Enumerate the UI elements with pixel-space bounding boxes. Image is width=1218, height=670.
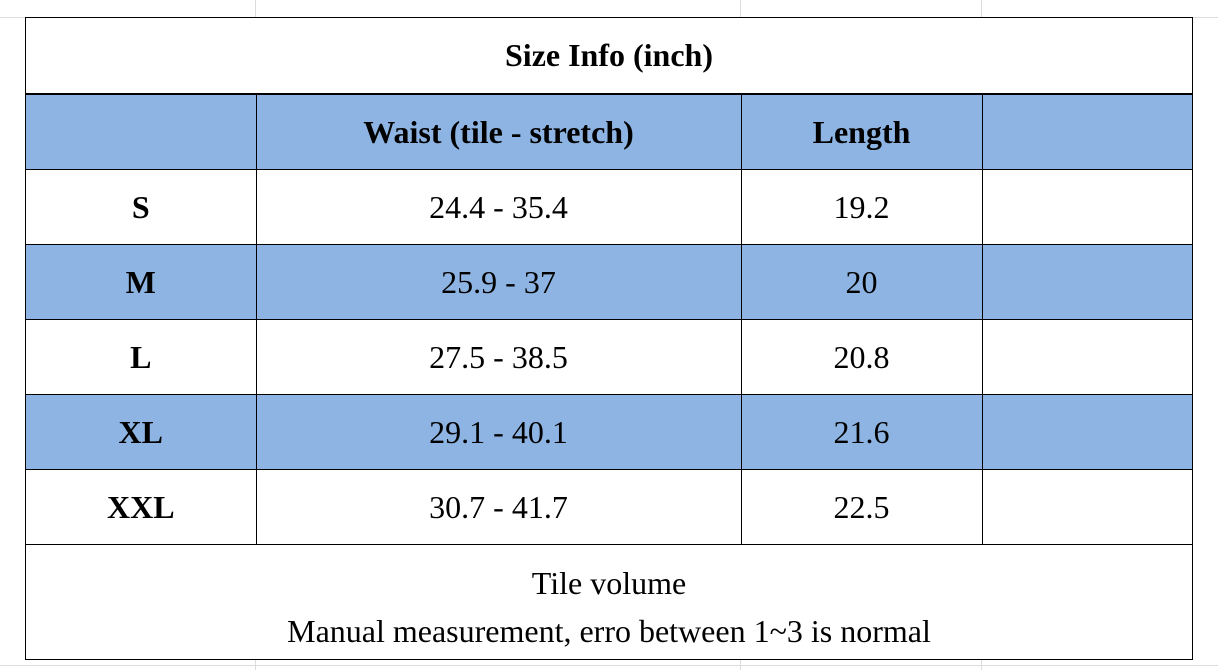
extra-cell	[981, 169, 1192, 245]
length-cell: 22.5	[740, 469, 983, 545]
chart-title: Size Info (inch)	[26, 18, 1192, 94]
size-cell: XXL	[26, 469, 257, 545]
waist-cell: 25.9 - 37	[255, 244, 742, 320]
table-row: S 24.4 - 35.4 19.2	[26, 169, 1192, 245]
header-cell	[26, 94, 257, 170]
extra-cell	[981, 469, 1192, 545]
size-cell: L	[26, 319, 257, 395]
sheet-gridline	[0, 665, 1218, 666]
footer-line-tile-volume: Tile volume	[531, 565, 687, 601]
footer-line-measurement-note: Manual measurement, erro between 1~3 is …	[287, 613, 931, 649]
extra-cell	[981, 394, 1192, 470]
size-chart: Size Info (inch) Waist (tile - stretch) …	[25, 17, 1193, 660]
header-cell-length: Length	[740, 94, 983, 170]
size-cell: S	[26, 169, 257, 245]
waist-cell: 27.5 - 38.5	[255, 319, 742, 395]
length-cell: 21.6	[740, 394, 983, 470]
size-table: Waist (tile - stretch) Length S 24.4 - 3…	[26, 94, 1192, 545]
table-row: XL 29.1 - 40.1 21.6	[26, 394, 1192, 470]
header-cell-waist: Waist (tile - stretch)	[255, 94, 742, 170]
waist-cell: 29.1 - 40.1	[255, 394, 742, 470]
table-header-row: Waist (tile - stretch) Length	[26, 94, 1192, 170]
length-cell: 20	[740, 244, 983, 320]
extra-cell	[981, 319, 1192, 395]
size-cell: M	[26, 244, 257, 320]
footer-note: Tile volume Manual measurement, erro bet…	[26, 551, 1192, 659]
length-cell: 20.8	[740, 319, 983, 395]
waist-cell: 24.4 - 35.4	[255, 169, 742, 245]
table-row: XXL 30.7 - 41.7 22.5	[26, 469, 1192, 545]
length-cell: 19.2	[740, 169, 983, 245]
waist-cell: 30.7 - 41.7	[255, 469, 742, 545]
header-cell	[981, 94, 1192, 170]
size-cell: XL	[26, 394, 257, 470]
table-row: L 27.5 - 38.5 20.8	[26, 319, 1192, 395]
extra-cell	[981, 244, 1192, 320]
table-row: M 25.9 - 37 20	[26, 244, 1192, 320]
